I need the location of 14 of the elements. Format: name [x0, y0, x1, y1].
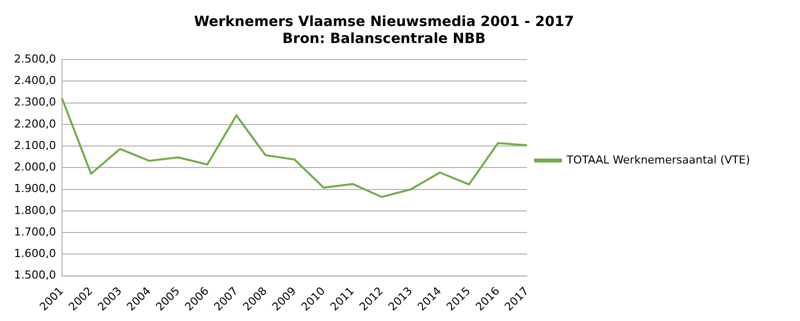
- y-tick-label: 2.100,0: [14, 138, 56, 152]
- chart-title: Werknemers Vlaamse Nieuwsmedia 2001 - 2017: [194, 14, 574, 30]
- chart-subtitle: Bron: Balanscentrale NBB: [282, 30, 486, 47]
- y-tick-label: 2.500,0: [14, 52, 56, 66]
- y-tick-label: 1.900,0: [14, 182, 56, 196]
- y-tick-label: 2.200,0: [14, 117, 56, 130]
- legend-label: TOTAAL Werknemersaantal (VTE): [566, 153, 750, 166]
- y-tick-label: 2.000,0: [14, 160, 56, 174]
- y-tick-label: 1.600,0: [14, 247, 56, 260]
- y-tick-label: 1.800,0: [14, 204, 56, 217]
- y-tick-label: 1.700,0: [14, 225, 56, 238]
- y-tick-label: 1.500,0: [14, 268, 56, 282]
- y-tick-label: 2.300,0: [14, 96, 56, 109]
- y-tick-label: 2.400,0: [14, 74, 56, 88]
